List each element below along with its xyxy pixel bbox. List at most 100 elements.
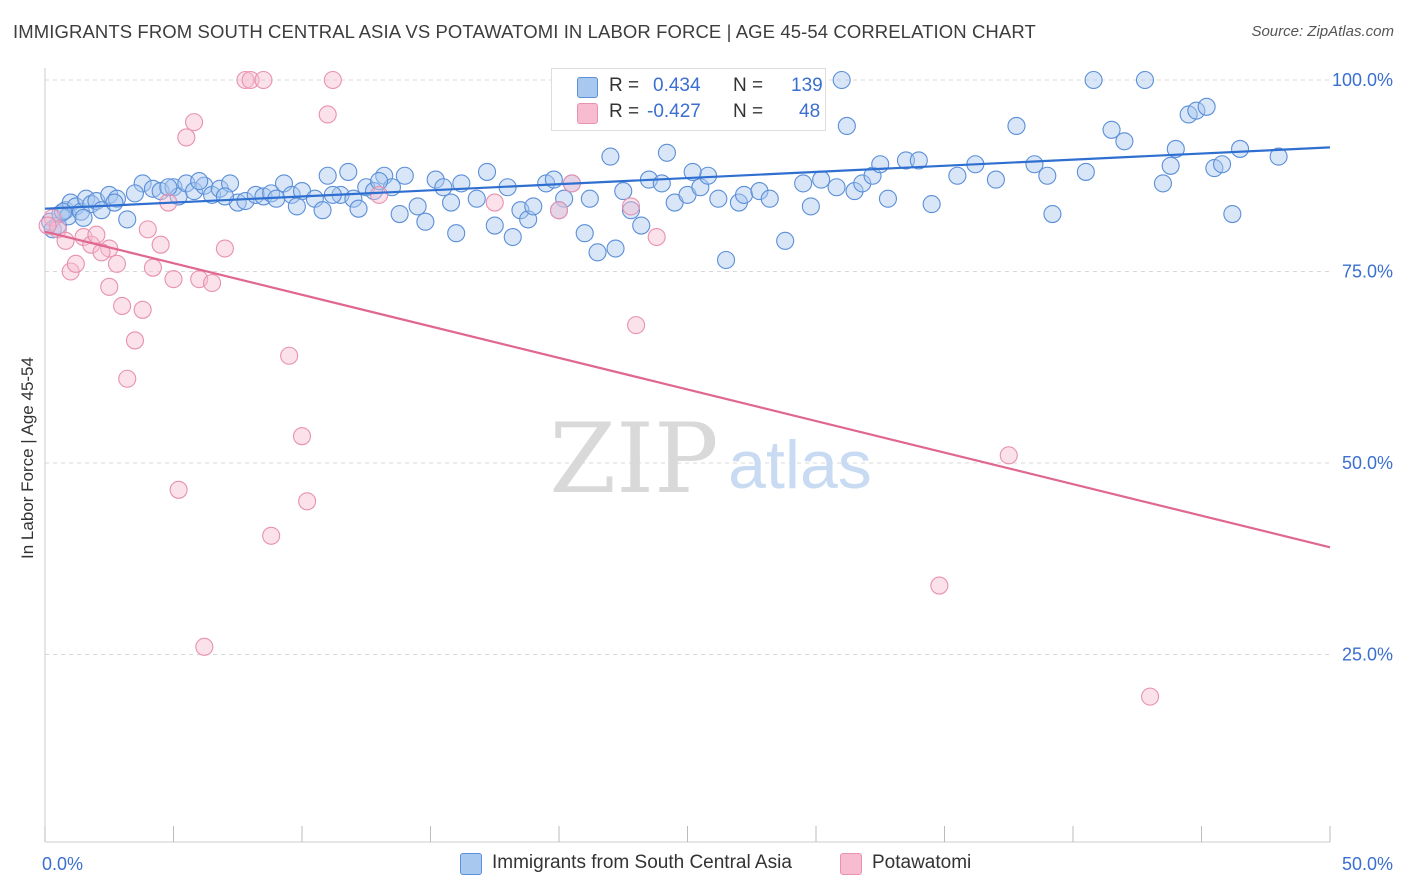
point-immigrants: [215, 187, 234, 206]
point-potawatomi: [107, 254, 127, 273]
point-immigrants: [118, 210, 137, 229]
legend-r-value: 0.434: [653, 75, 701, 96]
point-immigrants: [447, 224, 466, 243]
point-immigrants: [1025, 155, 1044, 174]
point-immigrants: [794, 174, 813, 193]
point-immigrants: [313, 201, 332, 220]
point-potawatomi: [236, 70, 255, 90]
point-immigrants: [1153, 174, 1172, 193]
point-immigrants: [760, 189, 779, 208]
point-potawatomi: [185, 113, 204, 132]
point-potawatomi: [203, 273, 222, 293]
point-potawatomi: [169, 480, 188, 499]
point-immigrants: [896, 151, 916, 170]
point-immigrants: [1223, 205, 1242, 224]
point-immigrants: [349, 199, 368, 218]
point-immigrants: [832, 70, 851, 90]
point-immigrants: [614, 182, 633, 201]
point-immigrants: [125, 184, 144, 203]
point-potawatomi: [370, 185, 389, 204]
point-immigrants: [621, 201, 641, 220]
legend-n-value: 48: [799, 101, 821, 122]
y-tick-label: 25.0%: [1342, 645, 1393, 665]
x-tick-label: 50.0%: [1342, 854, 1393, 874]
source-label: Source: ZipAtlas.com: [1251, 23, 1394, 40]
x-tick-label: 0.0%: [42, 854, 83, 874]
legend-swatch-pink: [577, 103, 598, 124]
point-immigrants: [190, 172, 209, 191]
point-immigrants: [105, 193, 124, 212]
point-immigrants: [503, 227, 522, 247]
bottom-legend-label: Immigrants from South Central Asia: [492, 852, 792, 873]
point-immigrants: [1135, 70, 1155, 90]
trend-lines: [44, 146, 1331, 549]
point-immigrants: [282, 185, 301, 204]
point-potawatomi: [195, 637, 214, 656]
y-tick-label: 100.0%: [1332, 70, 1393, 90]
point-immigrants: [734, 185, 754, 204]
point-immigrants: [159, 178, 178, 197]
watermark: ZIP atlas: [549, 403, 871, 515]
point-immigrants: [845, 182, 864, 201]
axes: [44, 68, 1331, 843]
point-immigrants: [1007, 116, 1026, 136]
chart-title: IMMIGRANTS FROM SOUTH CENTRAL ASIA VS PO…: [13, 21, 1036, 42]
point-immigrants: [878, 189, 898, 208]
bottom-legend-swatch-pink: [840, 853, 862, 875]
point-immigrants: [580, 189, 599, 208]
point-immigrants: [1043, 205, 1062, 224]
y-tick-label: 75.0%: [1342, 262, 1393, 282]
point-immigrants: [416, 212, 435, 231]
point-immigrants: [1161, 156, 1180, 175]
trend-line-immigrants: [44, 146, 1331, 210]
point-potawatomi: [143, 258, 162, 277]
bottom-legend-label: Potawatomi: [872, 852, 972, 873]
point-immigrants: [524, 197, 543, 216]
legend-n-label: N =: [733, 101, 764, 122]
point-immigrants: [287, 197, 306, 216]
point-immigrants: [1166, 139, 1185, 158]
point-potawatomi: [318, 105, 337, 124]
point-potawatomi: [151, 235, 170, 254]
watermark-atlas: atlas: [728, 427, 872, 503]
point-potawatomi: [647, 227, 666, 247]
point-potawatomi: [66, 254, 85, 273]
point-immigrants: [185, 182, 204, 201]
point-immigrants: [652, 174, 671, 193]
point-potawatomi: [164, 270, 183, 289]
point-immigrants: [477, 162, 497, 181]
point-potawatomi: [1141, 687, 1160, 706]
point-immigrants: [750, 182, 769, 201]
point-potawatomi: [241, 70, 260, 90]
point-immigrants: [986, 170, 1005, 189]
trend-line-potawatomi: [44, 230, 1331, 549]
legend-r-value: -0.427: [647, 101, 701, 122]
point-immigrants: [82, 195, 101, 214]
point-potawatomi: [323, 70, 342, 90]
point-immigrants: [442, 193, 461, 212]
point-immigrants: [632, 216, 651, 235]
point-immigrants: [776, 231, 795, 250]
point-immigrants: [236, 191, 255, 211]
watermark-zip: ZIP: [549, 403, 718, 515]
point-immigrants: [1084, 70, 1103, 90]
point-immigrants: [716, 250, 736, 270]
point-potawatomi: [133, 300, 152, 319]
point-immigrants: [909, 151, 928, 170]
point-immigrants: [1197, 97, 1216, 116]
point-immigrants: [606, 239, 625, 258]
bottom-legend-swatch-blue: [460, 853, 482, 875]
series-potawatomi-points: [38, 70, 1160, 706]
point-immigrants: [853, 174, 872, 193]
point-immigrants: [339, 162, 358, 181]
point-immigrants: [1102, 120, 1121, 139]
point-potawatomi: [254, 70, 273, 90]
point-immigrants: [575, 224, 594, 243]
point-potawatomi: [485, 193, 504, 212]
legend-r-label: R =: [609, 75, 640, 96]
point-potawatomi: [92, 243, 111, 262]
point-potawatomi: [177, 128, 196, 147]
point-immigrants: [1076, 162, 1095, 181]
point-potawatomi: [292, 427, 312, 446]
